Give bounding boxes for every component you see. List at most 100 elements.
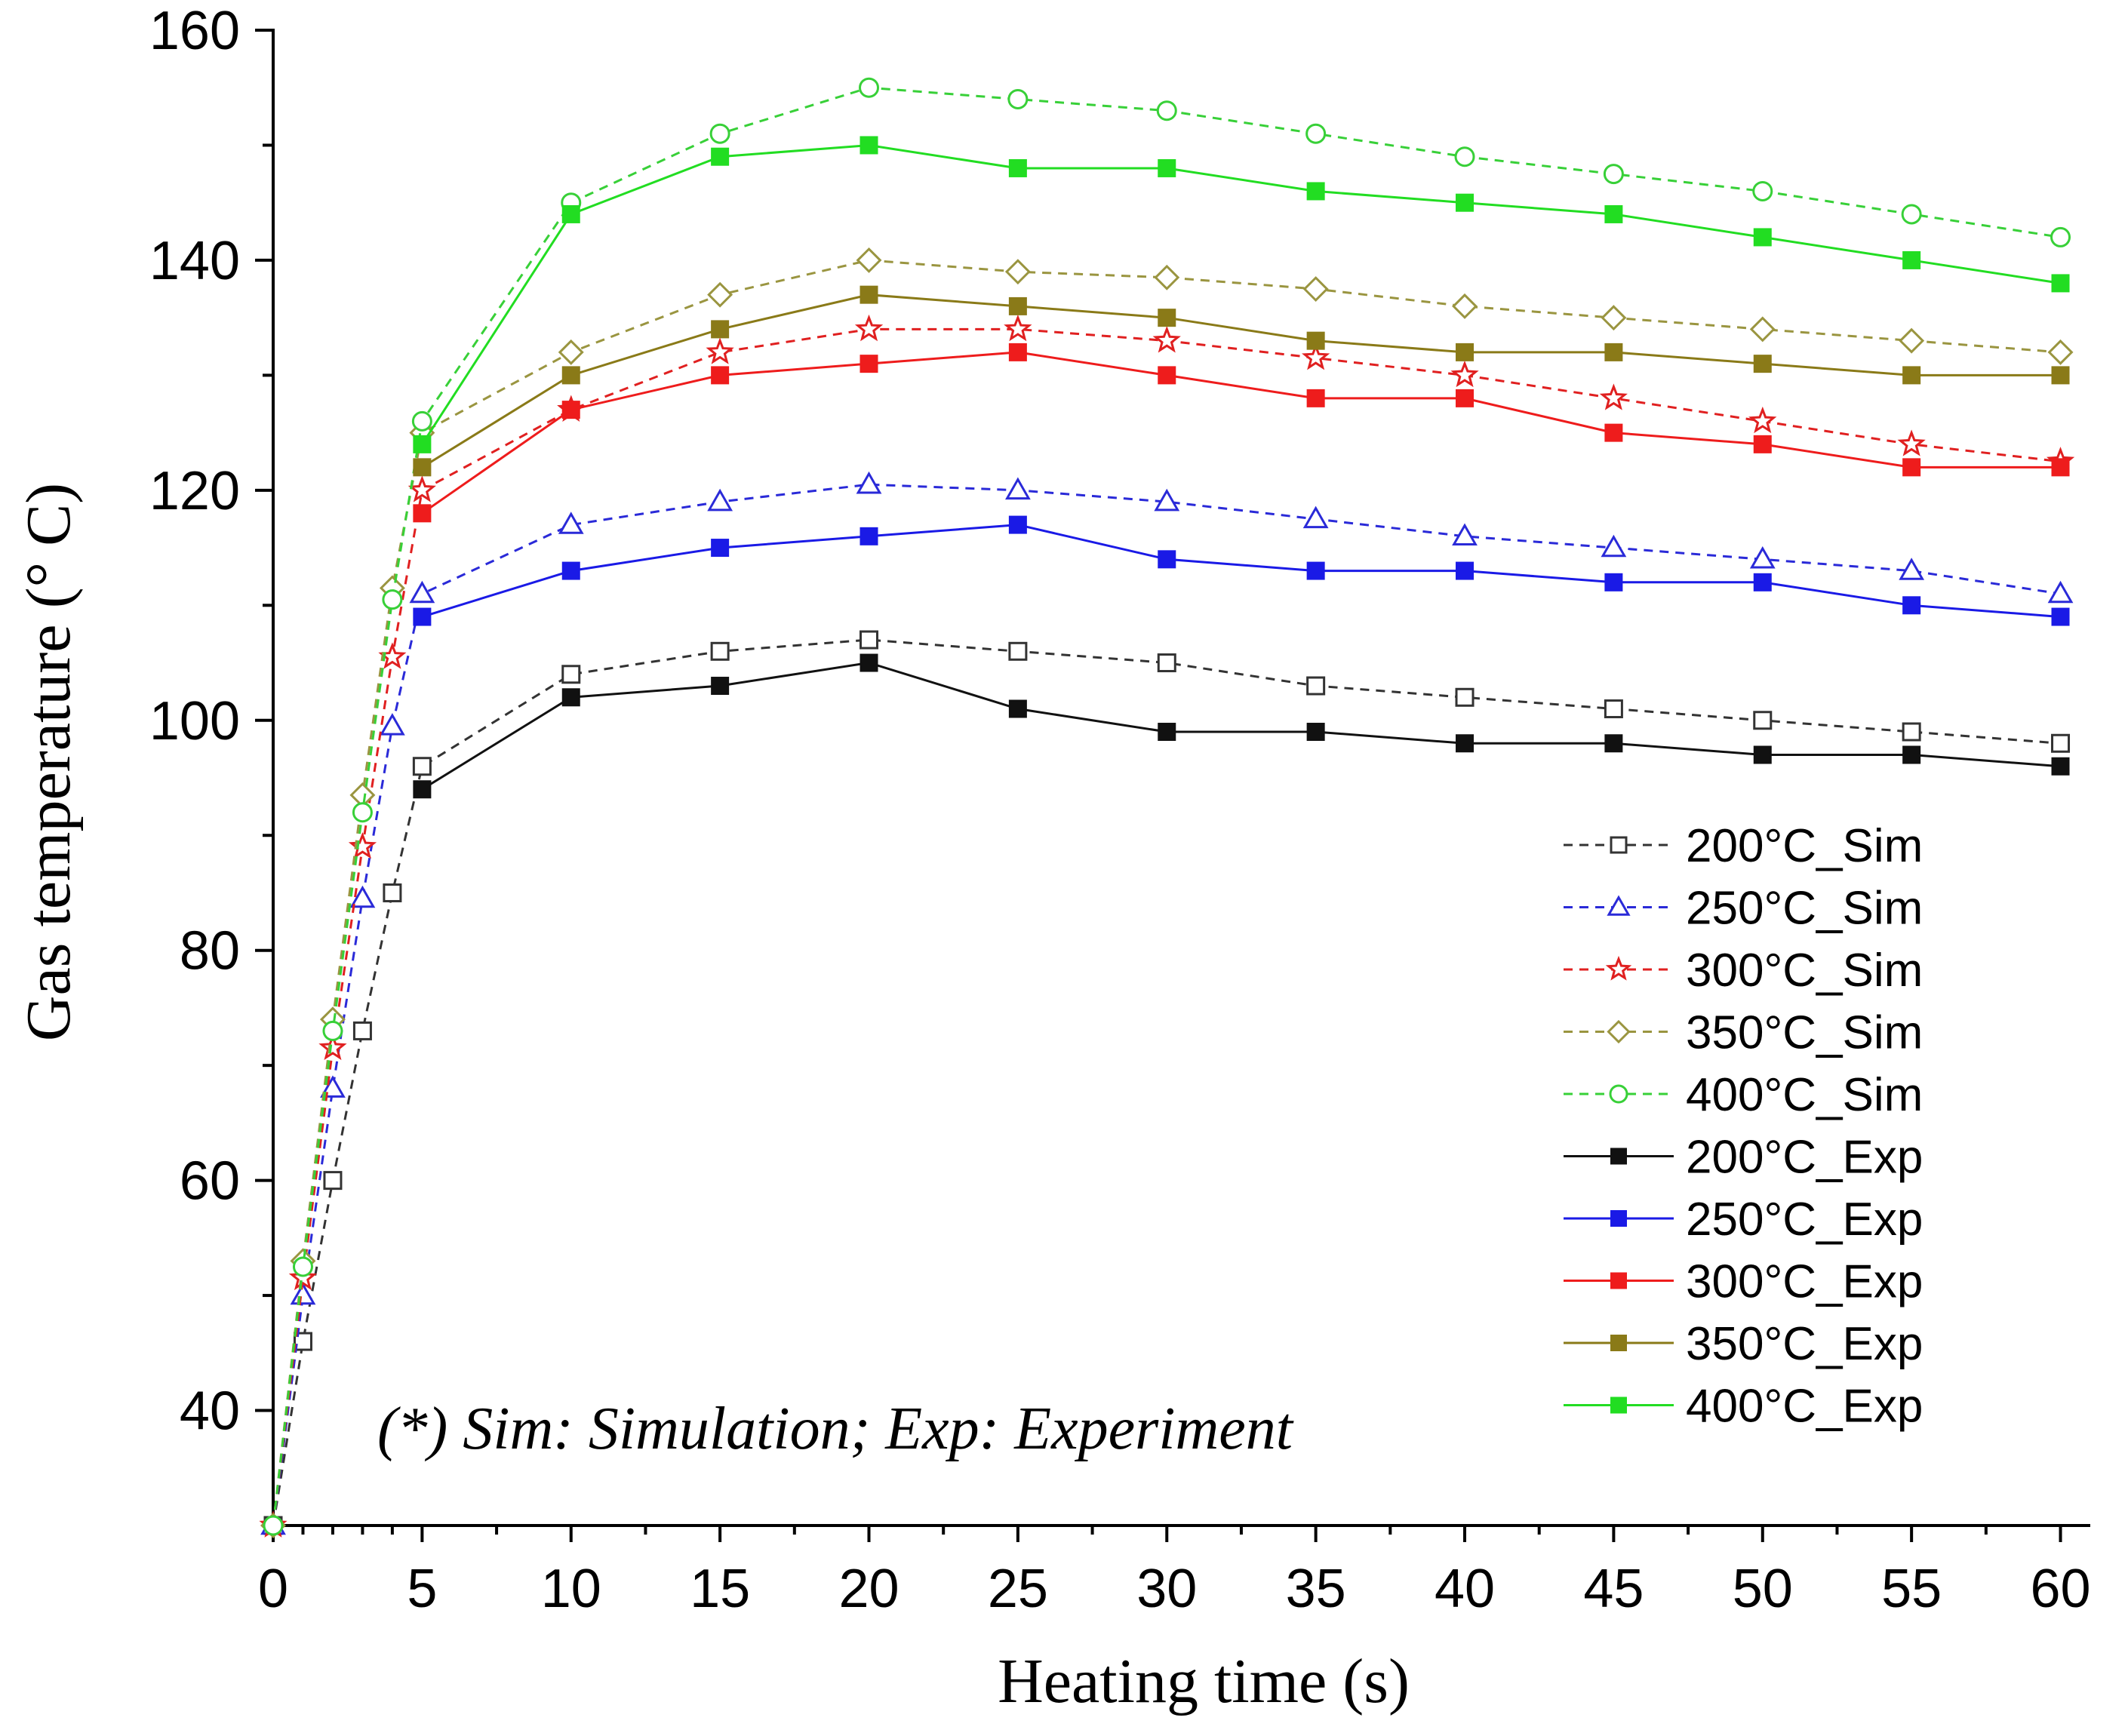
x-tick-label: 30 (1136, 1559, 1197, 1619)
data-point (1753, 228, 1772, 247)
data-point (1306, 389, 1325, 407)
data-point (1450, 360, 1479, 388)
data-point (711, 539, 730, 558)
legend-label: 250°C_Exp (1686, 1194, 1923, 1246)
data-point (1306, 182, 1325, 201)
data-point (1008, 699, 1027, 718)
series-400°C_Exp (413, 136, 2070, 453)
data-point (561, 204, 580, 223)
legend-marker (1610, 1396, 1627, 1414)
series-line (421, 293, 2061, 469)
data-point (1156, 100, 1177, 121)
x-tick-label: 50 (1733, 1559, 1793, 1619)
data-point (860, 527, 878, 545)
data-point (1007, 88, 1029, 109)
legend-marker (1607, 1019, 1631, 1044)
data-point (1158, 158, 1176, 177)
data-point (1604, 423, 1623, 442)
data-point (1603, 164, 1624, 185)
series-200°C_Exp (413, 653, 2070, 799)
data-point (1306, 723, 1325, 742)
data-point (1902, 458, 1921, 477)
data-point (1154, 264, 1180, 290)
y-tick-label: 60 (180, 1151, 240, 1212)
x-tick-label: 15 (690, 1559, 750, 1619)
data-point (318, 1033, 347, 1061)
y-tick-label: 40 (180, 1381, 240, 1442)
legend-label: 200°C_Exp (1686, 1132, 1923, 1184)
data-point (561, 366, 580, 385)
data-point (413, 780, 432, 799)
data-point (860, 136, 878, 155)
data-point (1753, 355, 1772, 373)
data-point (1604, 734, 1623, 753)
data-point (561, 561, 580, 580)
series-line (272, 86, 2061, 1526)
data-point (1306, 331, 1325, 350)
series-line (421, 143, 2061, 445)
legend-item: 350°C_Sim (1564, 1007, 1923, 1059)
data-point (1899, 558, 1925, 580)
x-tick-label: 35 (1286, 1559, 1346, 1619)
data-point (1152, 325, 1181, 353)
legend-item: 250°C_Exp (1564, 1194, 1923, 1246)
series-line (421, 524, 2061, 619)
data-point (2051, 366, 2070, 385)
data-point (323, 1171, 343, 1191)
y-tick-label: 160 (149, 1, 240, 61)
legend-label: 400°C_Sim (1686, 1069, 1923, 1121)
data-point (1306, 676, 1326, 696)
data-point (348, 831, 377, 859)
data-point (1302, 505, 1329, 529)
legend-label: 400°C_Exp (1686, 1381, 1923, 1433)
y-ticks: 40 60 80 100 120 140 160 (149, 1, 273, 1527)
legend-label: 300°C_Sim (1686, 945, 1923, 997)
data-point (709, 123, 730, 144)
legend: 200°C_Sim 250°C_Sim 300°C_Sim 350°C_Sim 400°… (1564, 820, 1923, 1433)
y-tick-label: 100 (149, 691, 240, 751)
data-point (292, 1256, 313, 1277)
series-line (272, 483, 2061, 1526)
data-point (1452, 293, 1478, 319)
data-point (1158, 550, 1176, 569)
data-point (1604, 699, 1623, 719)
series-line (272, 638, 2061, 1526)
data-point (293, 1332, 312, 1351)
data-point (860, 285, 878, 304)
legend-item: 250°C_Sim (1564, 883, 1923, 935)
legend-label: 250°C_Sim (1686, 883, 1923, 935)
data-point (1005, 477, 1031, 500)
data-point (1753, 435, 1772, 453)
legend-label: 350°C_Exp (1686, 1318, 1923, 1370)
legend-label: 300°C_Exp (1686, 1256, 1923, 1308)
data-point (1158, 309, 1176, 327)
legend-item: 400°C_Exp (1564, 1381, 1923, 1433)
x-ticks: 0 5 10 15 20 25 30 35 40 45 50 55 60 (258, 1526, 2091, 1619)
series-250°C_Exp (413, 515, 2070, 626)
data-point (561, 688, 580, 707)
data-point (1902, 745, 1921, 764)
y-axis-title: Gas temperature (° C) (14, 483, 84, 1041)
legend-item: 350°C_Exp (1564, 1318, 1923, 1370)
x-tick-label: 40 (1435, 1559, 1495, 1619)
x-tick-label: 20 (838, 1559, 899, 1619)
data-point (860, 653, 878, 672)
legend-item: 400°C_Sim (1564, 1069, 1923, 1121)
x-axis-title: Heating time (s) (998, 1646, 1410, 1716)
data-point (1902, 722, 1921, 742)
series-250°C_Sim (260, 471, 2074, 1535)
data-point (2047, 339, 2074, 365)
data-point (1008, 641, 1028, 661)
legend-marker (1610, 1272, 1627, 1289)
data-point (707, 281, 733, 308)
data-point (263, 1515, 284, 1536)
legend-item: 200°C_Exp (1564, 1132, 1923, 1184)
data-point (711, 147, 730, 166)
series-line (421, 351, 2061, 515)
data-point (1305, 123, 1327, 144)
data-point (711, 677, 730, 696)
series-line (421, 661, 2061, 791)
annotation-note: (*) Sim: Simulation; Exp: Experiment (377, 1396, 1294, 1462)
data-point (1154, 488, 1180, 512)
